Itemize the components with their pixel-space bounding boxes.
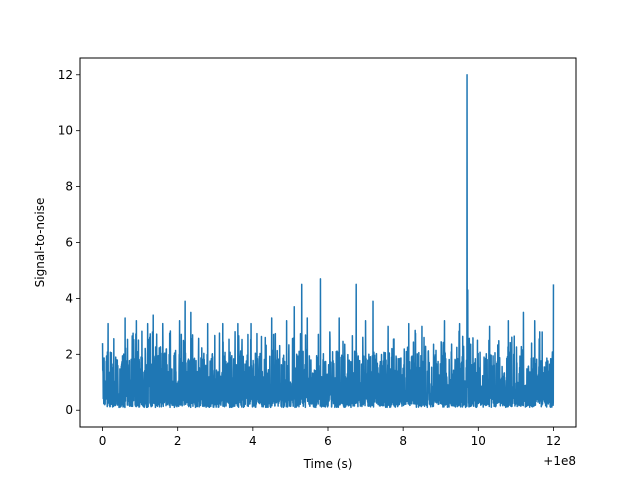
y-tick-label: 8 (65, 180, 73, 194)
y-tick-label: 12 (58, 68, 73, 82)
y-tick-label: 4 (65, 291, 73, 305)
y-tick-label: 6 (65, 236, 73, 250)
y-axis-ticks: 0 2 4 6 8 10 12 (58, 68, 80, 417)
snr-series-line (101, 74, 555, 409)
x-tick-label: 12 (546, 434, 561, 448)
x-tick-label: 6 (324, 434, 332, 448)
plot-area (101, 74, 555, 409)
x-tick-label: 0 (99, 434, 107, 448)
x-tick-label: 2 (174, 434, 182, 448)
y-tick-label: 0 (65, 403, 73, 417)
x-axis-offset-label: +1e8 (543, 454, 576, 468)
x-tick-label: 4 (249, 434, 257, 448)
y-tick-label: 10 (58, 124, 73, 138)
x-tick-label: 10 (471, 434, 486, 448)
x-axis-label: Time (s) (303, 457, 353, 471)
y-axis-label: Signal-to-noise (33, 198, 47, 288)
y-tick-label: 2 (65, 347, 73, 361)
x-tick-label: 8 (399, 434, 407, 448)
x-axis-ticks: 0 2 4 6 8 10 12 (99, 427, 561, 448)
